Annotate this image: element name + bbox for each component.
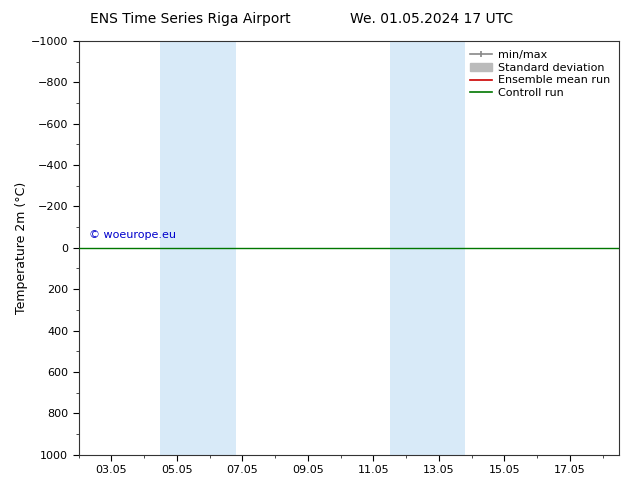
Text: © woeurope.eu: © woeurope.eu xyxy=(89,230,176,241)
Legend: min/max, Standard deviation, Ensemble mean run, Controll run: min/max, Standard deviation, Ensemble me… xyxy=(467,47,614,101)
Bar xyxy=(390,41,465,455)
Bar xyxy=(160,41,236,455)
Text: ENS Time Series Riga Airport: ENS Time Series Riga Airport xyxy=(90,12,290,26)
Text: We. 01.05.2024 17 UTC: We. 01.05.2024 17 UTC xyxy=(349,12,513,26)
Y-axis label: Temperature 2m (°C): Temperature 2m (°C) xyxy=(15,182,28,314)
